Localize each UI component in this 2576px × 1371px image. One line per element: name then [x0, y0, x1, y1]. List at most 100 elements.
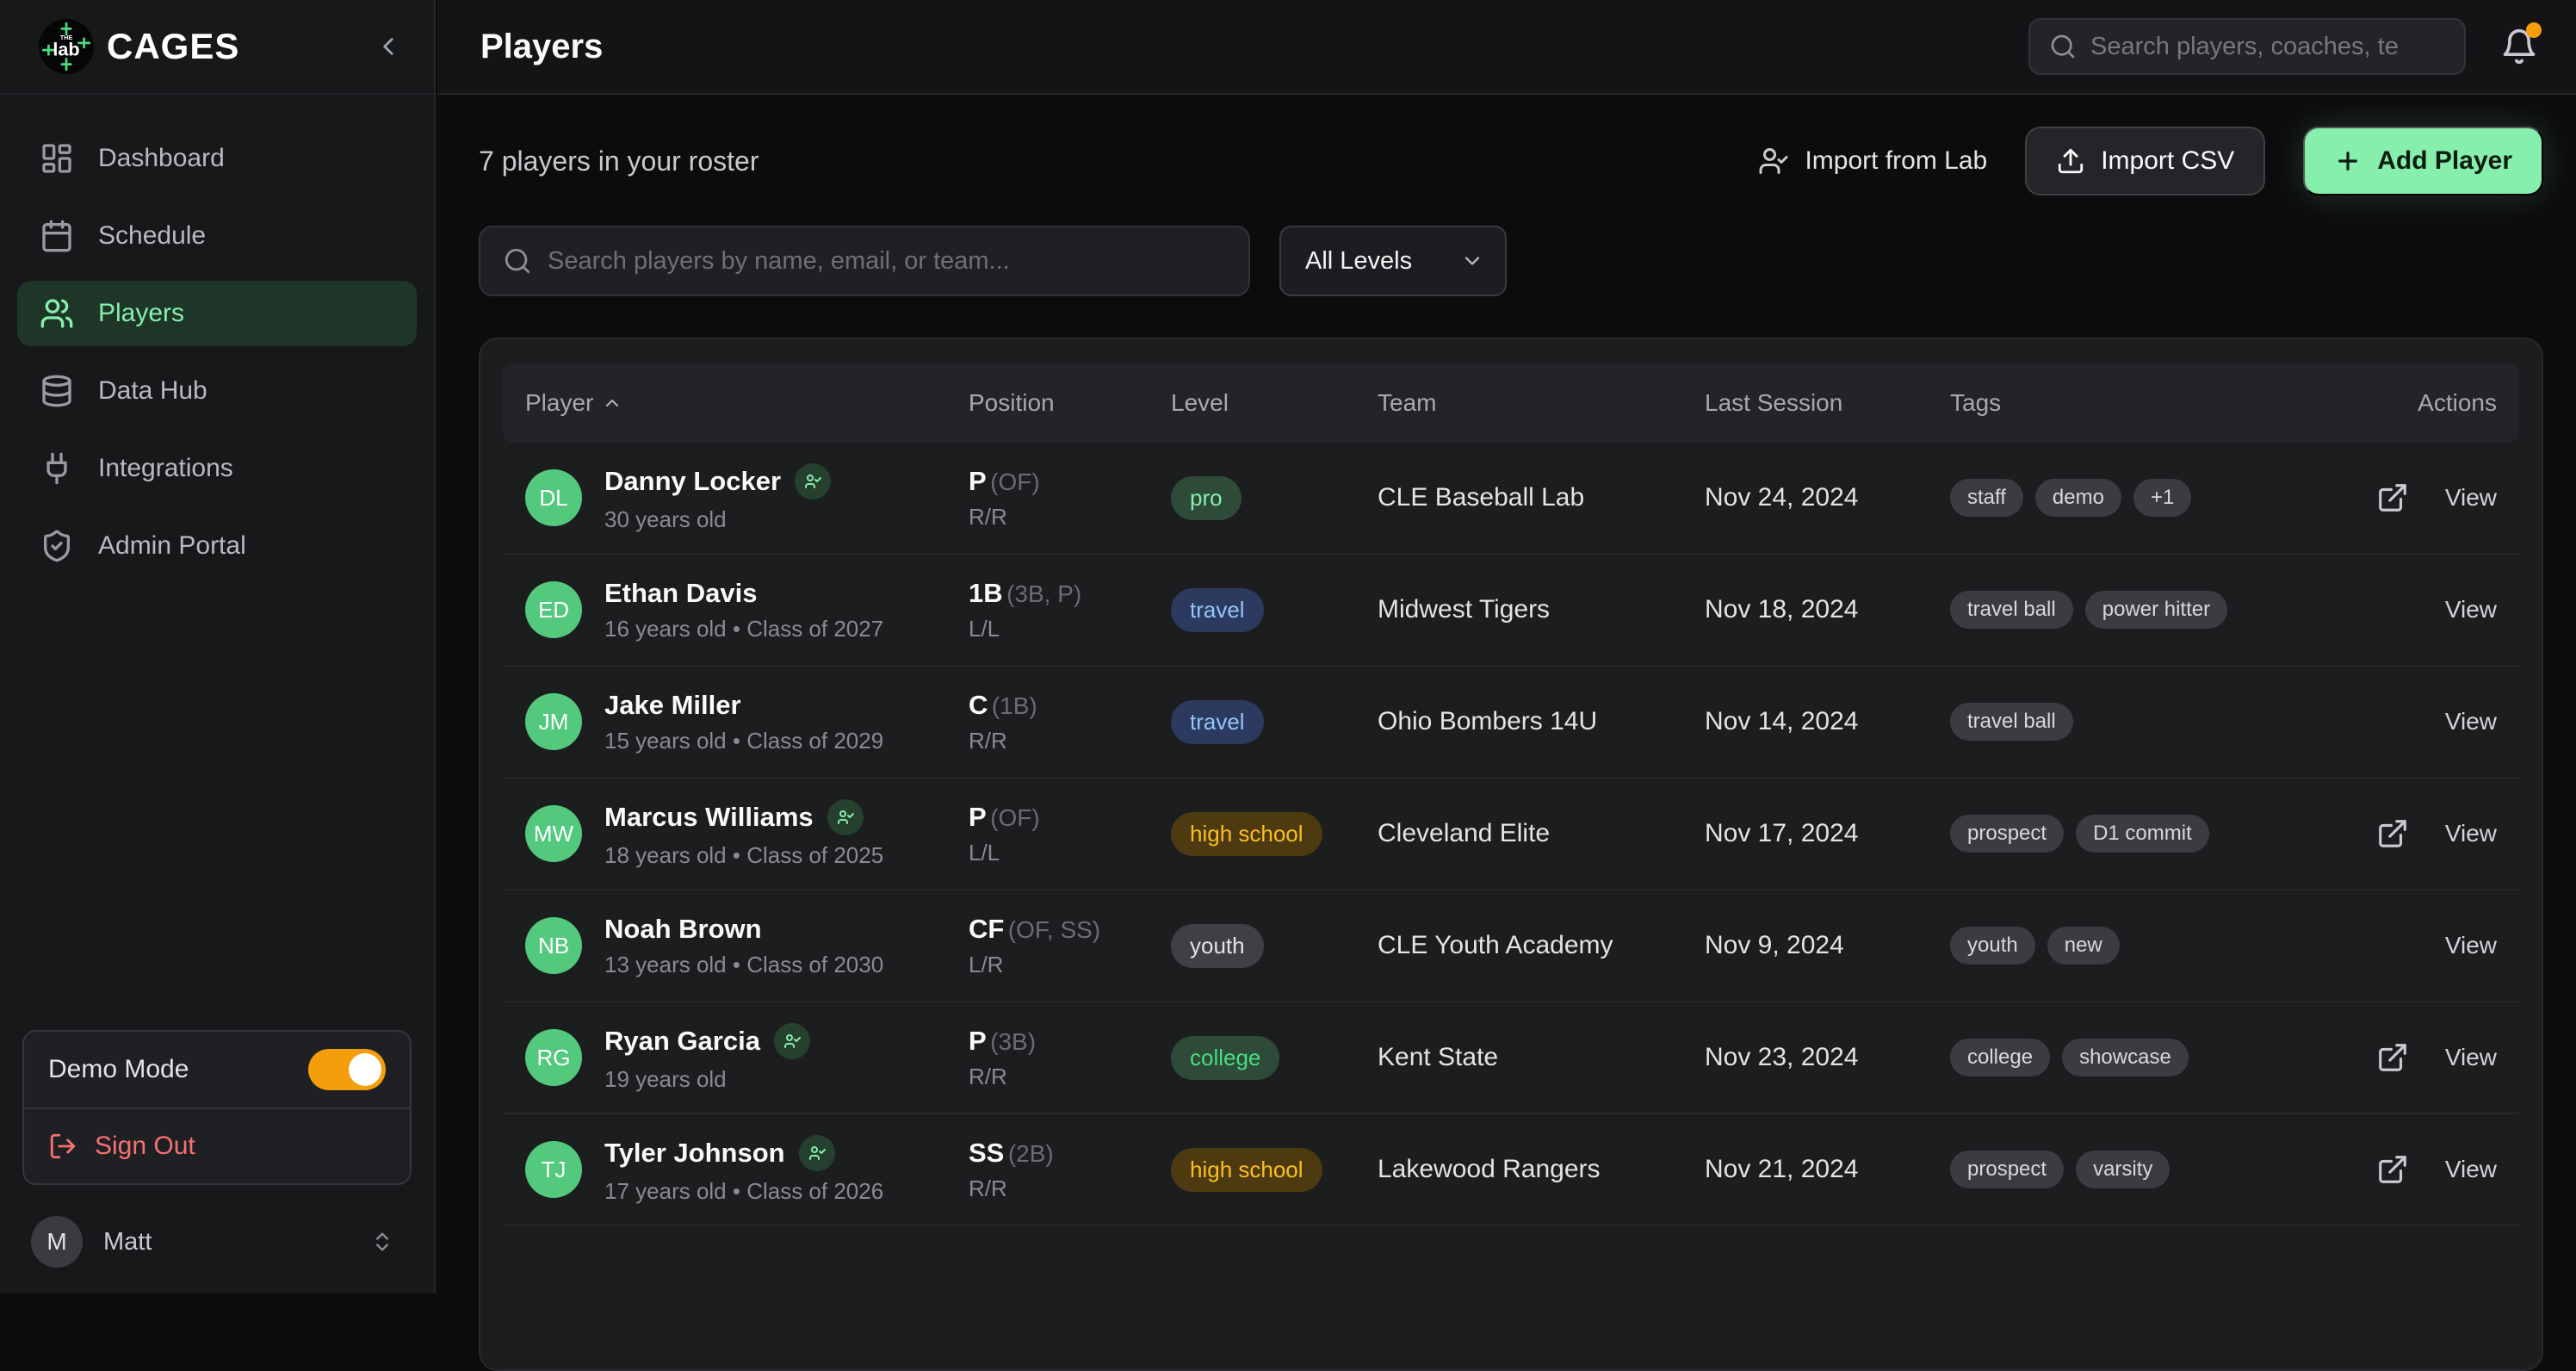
- team-cell: CLE Youth Academy: [1378, 931, 1705, 960]
- sidebar: THE lab CAGES Dashboard Schedule Players: [0, 0, 436, 1293]
- external-link-icon[interactable]: [2376, 1153, 2409, 1186]
- view-button[interactable]: View: [2445, 1156, 2497, 1183]
- external-link-icon[interactable]: [2376, 481, 2409, 514]
- table-row[interactable]: JM Jake Miller 15 years old • Class of 2…: [503, 667, 2519, 779]
- notifications-button[interactable]: [2500, 28, 2538, 65]
- view-button[interactable]: View: [2445, 1044, 2497, 1071]
- sidebar-item-label: Admin Portal: [98, 531, 246, 561]
- table-row[interactable]: MW Marcus Williams 18 years old • Class …: [503, 779, 2519, 890]
- actions-cell: View: [2290, 705, 2497, 738]
- sort-asc-icon: [602, 393, 622, 413]
- tag-pill: prospect: [1950, 1151, 2064, 1188]
- tags-cell: prospect varsity: [1950, 1151, 2290, 1188]
- external-link-icon[interactable]: [2376, 817, 2409, 850]
- view-button[interactable]: View: [2445, 708, 2497, 735]
- last-session-cell: Nov 14, 2024: [1705, 707, 1950, 736]
- level-cell: travel: [1171, 700, 1378, 744]
- import-from-lab-button[interactable]: Import from Lab: [1758, 146, 1987, 177]
- avatar: ED: [525, 581, 582, 638]
- tags-cell: prospectD1 commit: [1950, 815, 2290, 853]
- sidebar-item-schedule[interactable]: Schedule: [17, 203, 417, 269]
- table-row[interactable]: NB Noah Brown 13 years old • Class of 20…: [503, 890, 2519, 1002]
- column-header-tags: Tags: [1950, 389, 2290, 417]
- column-header-level[interactable]: Level: [1171, 389, 1378, 417]
- column-header-player[interactable]: Player: [525, 389, 969, 417]
- level-cell: high school: [1171, 812, 1378, 856]
- tag-pill: showcase: [2062, 1039, 2189, 1076]
- last-session-cell: Nov 24, 2024: [1705, 483, 1950, 512]
- column-header-position[interactable]: Position: [969, 389, 1171, 417]
- level-cell: pro: [1171, 476, 1378, 520]
- avatar: TJ: [525, 1141, 582, 1198]
- collapse-sidebar-button[interactable]: [374, 32, 403, 61]
- tag-pill: travel ball: [1950, 703, 2073, 741]
- sidebar-item-admin-portal[interactable]: Admin Portal: [17, 513, 417, 579]
- view-button[interactable]: View: [2445, 932, 2497, 959]
- table-body: DL Danny Locker 30 years old P (OF) R/R …: [503, 443, 2519, 1226]
- player-cell: TJ Tyler Johnson 17 years old • Class of…: [525, 1135, 969, 1205]
- demo-mode-toggle[interactable]: [308, 1049, 386, 1090]
- column-header-last-session[interactable]: Last Session: [1705, 389, 1950, 417]
- demo-mode-label: Demo Mode: [48, 1055, 189, 1084]
- player-name: Danny Locker: [604, 466, 781, 497]
- tag-pill: prospect: [1950, 815, 2064, 853]
- shield-check-icon: [40, 529, 74, 563]
- import-csv-button[interactable]: Import CSV: [2025, 127, 2265, 195]
- last-session-cell: Nov 9, 2024: [1705, 931, 1950, 960]
- add-player-button[interactable]: Add Player: [2303, 127, 2543, 195]
- user-name: Matt: [103, 1228, 152, 1256]
- demo-panel: Demo Mode Sign Out: [22, 1030, 412, 1185]
- view-button[interactable]: View: [2445, 820, 2497, 847]
- sidebar-item-label: Schedule: [98, 221, 206, 251]
- sidebar-item-players[interactable]: Players: [17, 281, 417, 346]
- tag-pill: varsity: [2076, 1151, 2170, 1188]
- global-search: [2028, 18, 2466, 75]
- linked-account-icon: [795, 463, 831, 499]
- sidebar-item-dashboard[interactable]: Dashboard: [17, 126, 417, 191]
- tags-cell: travel ballpower hitter: [1950, 591, 2290, 629]
- global-search-input[interactable]: [2090, 33, 2445, 61]
- player-meta: 15 years old • Class of 2029: [604, 728, 883, 754]
- external-link-icon[interactable]: [2376, 1041, 2409, 1074]
- handedness: L/R: [969, 952, 1171, 978]
- actions-cell: View: [2290, 929, 2497, 962]
- plus-icon: [2334, 147, 2362, 175]
- player-meta: 18 years old • Class of 2025: [604, 842, 883, 869]
- logout-icon: [48, 1132, 77, 1161]
- level-cell: college: [1171, 1036, 1378, 1080]
- position-cell: P (3B) R/R: [969, 1026, 1171, 1090]
- team-cell: CLE Baseball Lab: [1378, 483, 1705, 512]
- table-row[interactable]: RG Ryan Garcia 19 years old P (3B) R/R c…: [503, 1002, 2519, 1114]
- player-search-input[interactable]: [548, 247, 1226, 276]
- player-meta: 17 years old • Class of 2026: [604, 1178, 883, 1205]
- handedness: L/L: [969, 840, 1171, 866]
- sidebar-nav: Dashboard Schedule Players Data Hub Inte…: [0, 95, 434, 579]
- sidebar-item-integrations[interactable]: Integrations: [17, 436, 417, 501]
- avatar: JM: [525, 693, 582, 750]
- level-filter-select[interactable]: All Levels: [1279, 226, 1507, 296]
- table-row[interactable]: ED Ethan Davis 16 years old • Class of 2…: [503, 555, 2519, 667]
- player-meta: 19 years old: [604, 1066, 810, 1093]
- team-cell: Midwest Tigers: [1378, 595, 1705, 624]
- roster-toolbar: 7 players in your roster Import from Lab…: [479, 96, 2543, 226]
- table-row[interactable]: TJ Tyler Johnson 17 years old • Class of…: [503, 1114, 2519, 1226]
- player-cell: JM Jake Miller 15 years old • Class of 2…: [525, 690, 969, 754]
- last-session-cell: Nov 18, 2024: [1705, 595, 1950, 624]
- column-header-team[interactable]: Team: [1378, 389, 1705, 417]
- user-menu[interactable]: M Matt: [31, 1216, 406, 1268]
- position-cell: P (OF) R/R: [969, 466, 1171, 530]
- sidebar-item-data-hub[interactable]: Data Hub: [17, 358, 417, 424]
- actions-cell: View: [2290, 1153, 2497, 1186]
- filter-bar: All Levels: [479, 226, 2543, 296]
- notification-dot: [2526, 22, 2542, 38]
- table-row[interactable]: DL Danny Locker 30 years old P (OF) R/R …: [503, 443, 2519, 555]
- level-badge: travel: [1171, 588, 1264, 632]
- position-cell: 1B (3B, P) L/L: [969, 578, 1171, 642]
- tags-cell: collegeshowcase: [1950, 1039, 2290, 1076]
- view-button[interactable]: View: [2445, 596, 2497, 623]
- calendar-icon: [40, 219, 74, 253]
- view-button[interactable]: View: [2445, 484, 2497, 512]
- actions-cell: View: [2290, 1041, 2497, 1074]
- sign-out-button[interactable]: Sign Out: [24, 1107, 410, 1183]
- toggle-knob: [349, 1053, 381, 1086]
